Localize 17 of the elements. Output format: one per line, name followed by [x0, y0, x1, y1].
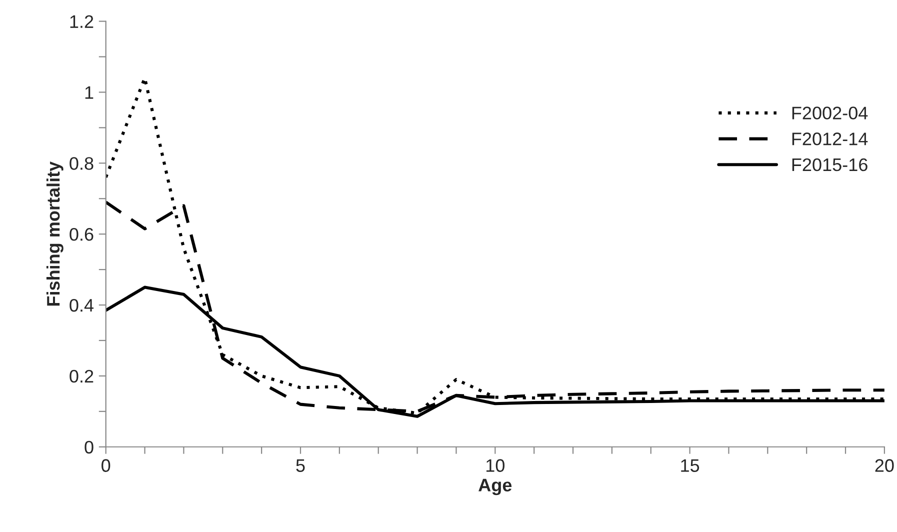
legend-label: F2012-14	[792, 132, 868, 146]
x-tick-label: 15	[681, 459, 700, 472]
x-axis-title: Age	[478, 478, 512, 496]
y-tick-label: 0	[84, 440, 94, 454]
y-tick-label: 0.6	[70, 228, 94, 241]
y-tick-label: 0.2	[70, 370, 94, 383]
x-tick-label: 20	[875, 459, 894, 472]
x-tick-label: 0	[102, 459, 110, 472]
legend-label: F2002-04	[792, 106, 868, 120]
y-axis-title: Fishing mortality	[46, 161, 64, 306]
y-tick-label: 1.2	[70, 15, 94, 28]
y-tick-label: 0.4	[70, 298, 94, 312]
y-tick-label: 1	[85, 86, 94, 99]
legend-label: F2015-16	[792, 158, 868, 172]
x-tick-label: 10	[486, 459, 504, 472]
y-tick-label: 0.8	[70, 157, 94, 170]
x-tick-label: 5	[296, 459, 305, 472]
